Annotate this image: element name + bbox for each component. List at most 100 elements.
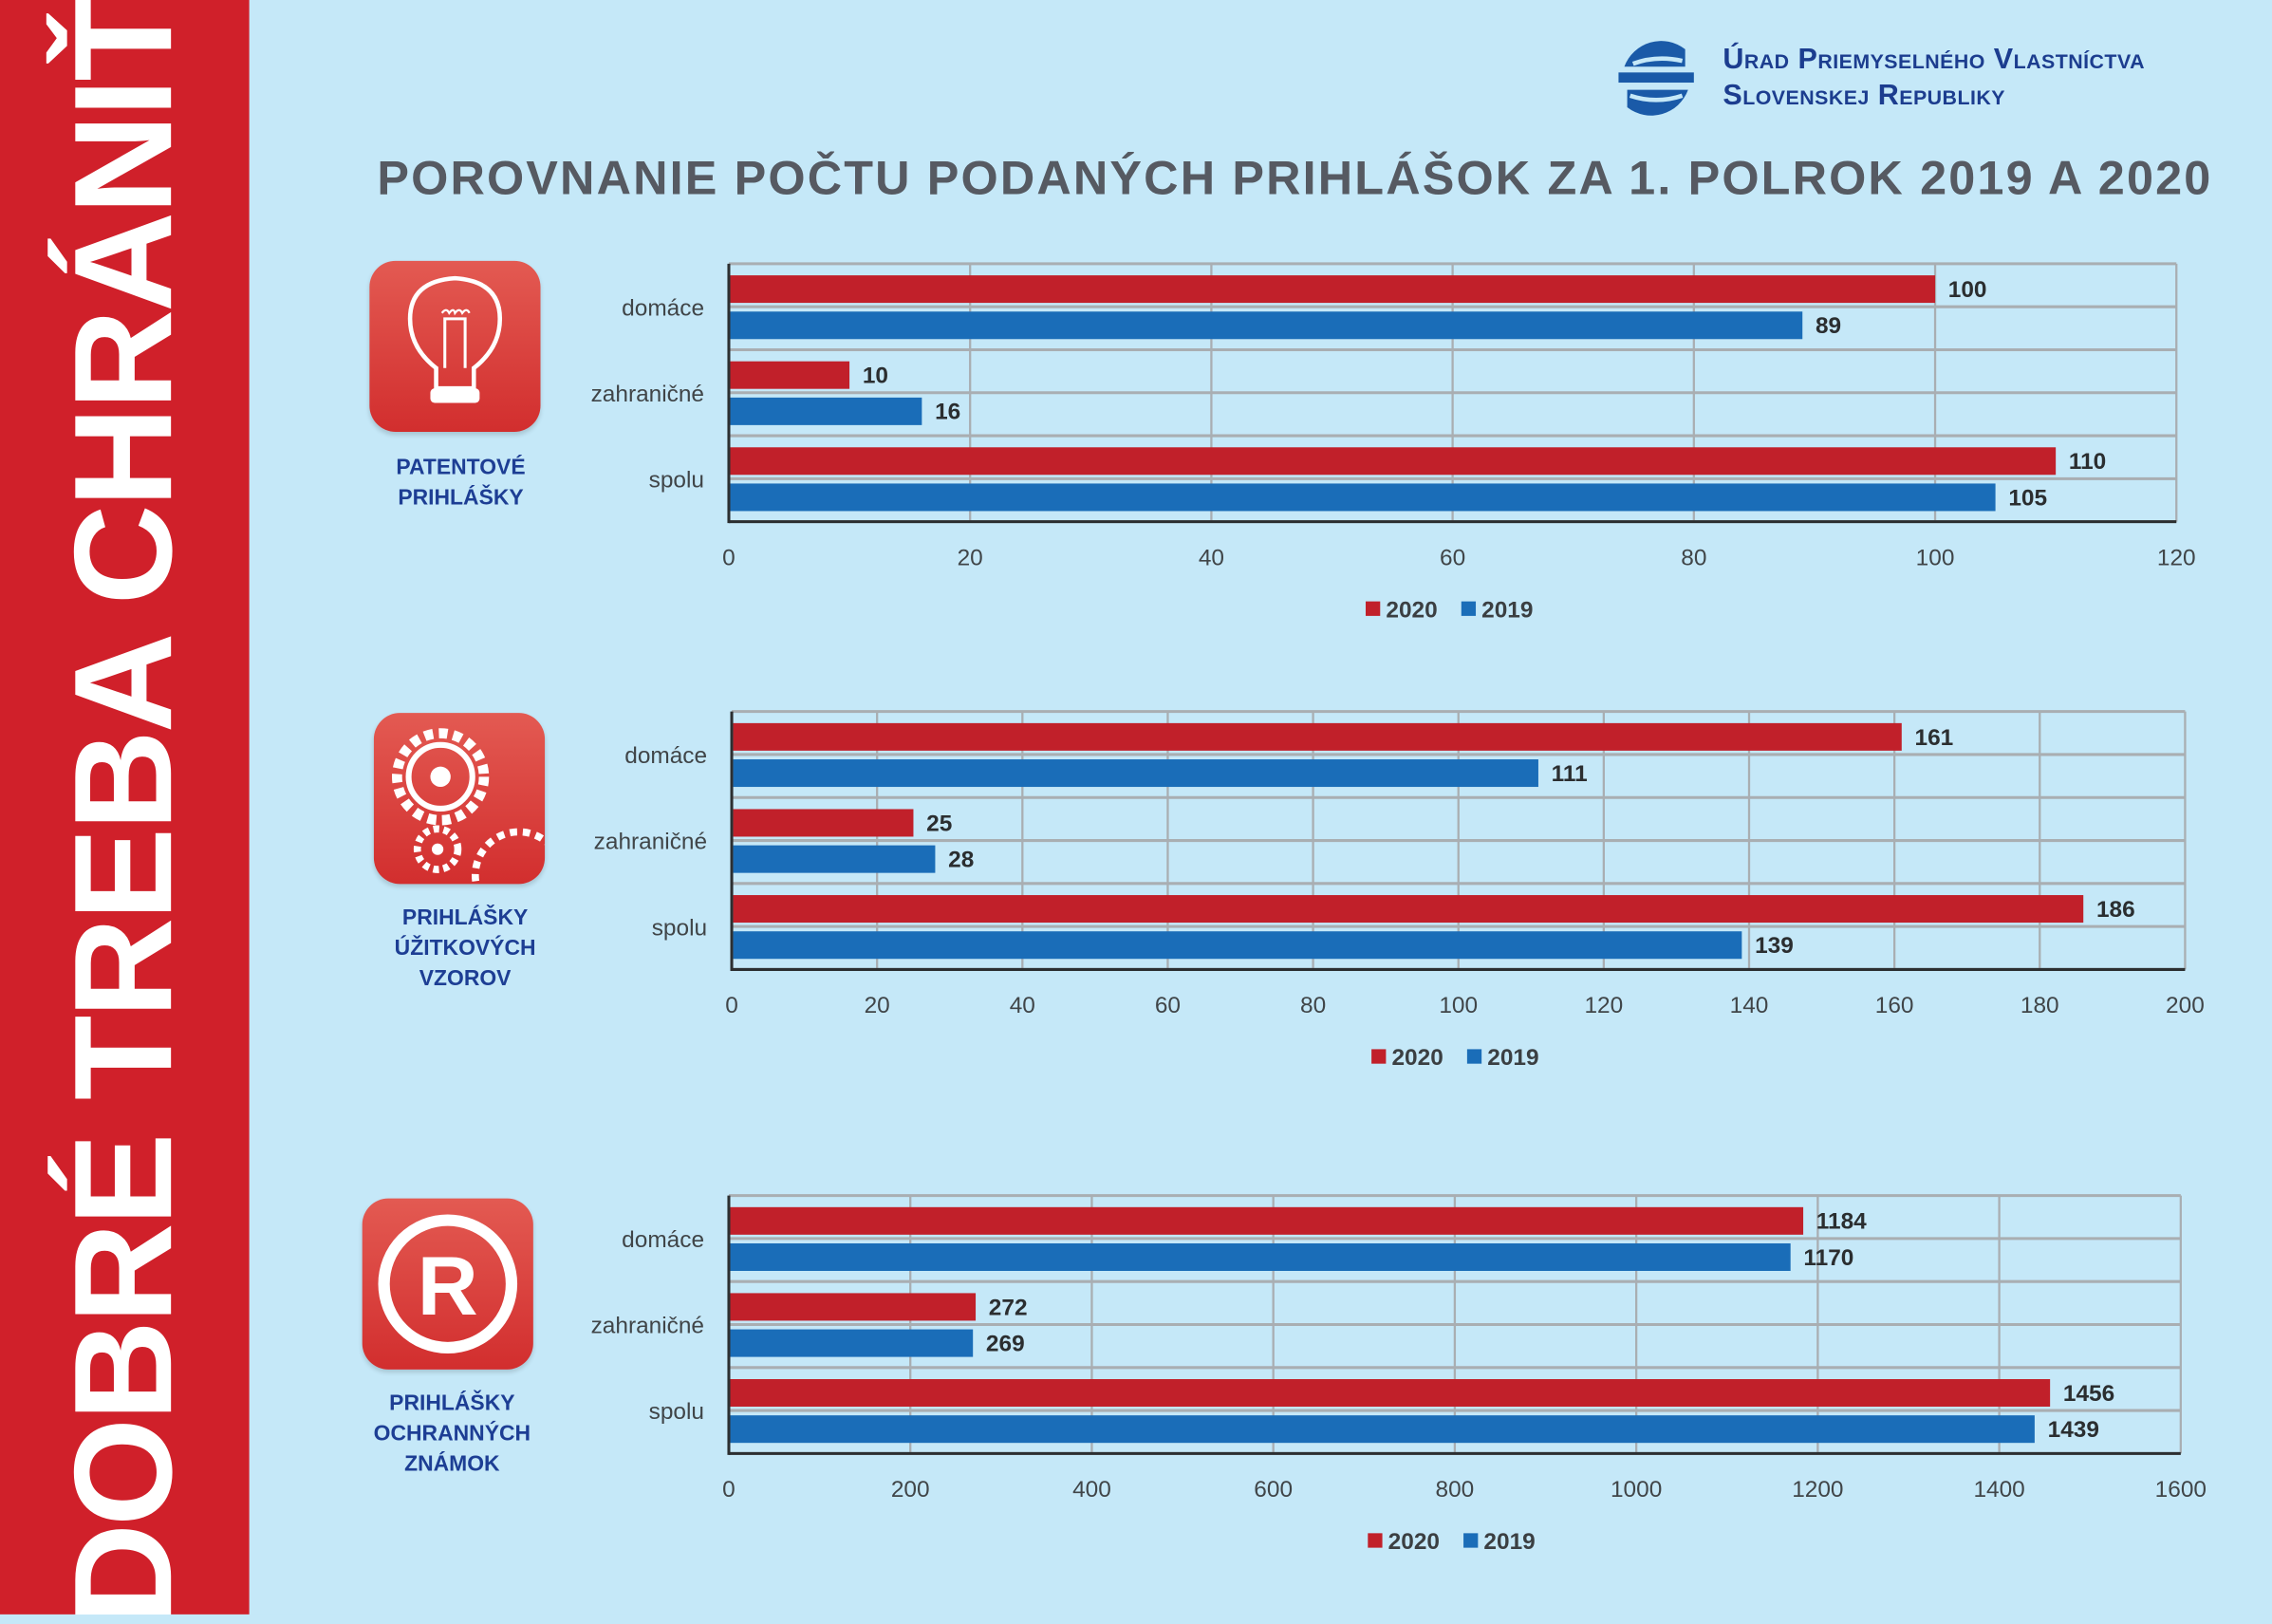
caption-line: ZNÁMOK [404,1451,500,1477]
bar-2019 [733,759,1538,788]
section-caption-utility-models: PRIHLÁŠKY ÚŽITKOVÝCH VZOROV [349,903,581,994]
x-tick-label: 400 [1072,1477,1111,1503]
legend-swatch-2019 [1461,601,1477,616]
data-label: 269 [986,1331,1025,1356]
svg-text:R: R [418,1239,478,1333]
bar-2019 [730,311,1803,340]
category-label: domáce [622,295,704,321]
bar-2020 [730,361,850,389]
data-label: 186 [2096,897,2135,923]
x-tick-label: 0 [722,1477,736,1503]
category-label: zahraničné [591,1314,704,1339]
data-label: 89 [1816,313,1841,339]
data-label: 16 [935,400,960,425]
x-tick-label: 40 [1010,993,1035,1018]
data-label: 272 [989,1295,1028,1320]
x-tick-label: 0 [722,545,736,570]
x-tick-label: 140 [1730,993,1769,1018]
legend-label: 2019 [1487,1045,1538,1071]
x-tick-label: 120 [1584,993,1623,1018]
bar-2019 [733,931,1742,960]
logo: Úrad Priemyselného Vlastníctva Slovenske… [1612,35,2145,122]
data-label: 10 [863,364,888,389]
category-label: domáce [624,743,707,769]
bar-2020 [733,722,1902,751]
x-tick-label: 600 [1254,1477,1293,1503]
bar-2019 [730,397,922,425]
x-tick-label: 120 [2157,545,2196,570]
bar-2019 [733,845,936,873]
legend-swatch-2020 [1371,1049,1387,1064]
x-tick-label: 20 [958,545,983,570]
x-tick-label: 100 [1916,545,1955,570]
chart-trademarks: 0 200 400 600 800 1000 1200 1400 1600 domáce 1184 1… [591,1194,2207,1555]
data-label: 28 [948,848,974,873]
registered-trademark-icon: R [362,1198,533,1370]
x-tick-label: 1600 [2155,1477,2207,1503]
legend-label: 2019 [1483,1529,1535,1555]
chart-utility-models: 0 20 40 60 80 100 120 140 160 180 200 domáce 161 111 z… [594,710,2205,1071]
bar-2020 [733,809,914,837]
category-label: zahraničné [594,830,707,855]
bar-2019 [730,1415,2035,1444]
legend-label: 2020 [1386,597,1437,623]
bar-2019 [730,483,1996,512]
data-label: 161 [1915,725,1954,751]
x-tick-label: 60 [1440,545,1465,570]
caption-line: PRIHLÁŠKY [401,905,529,931]
legend-label: 2019 [1481,597,1533,623]
legend-swatch-2020 [1368,1533,1383,1548]
x-tick-label: 160 [1875,993,1914,1018]
x-tick-label: 0 [725,993,738,1018]
x-tick-label: 80 [1300,993,1326,1018]
data-label: 25 [926,811,952,836]
data-label: 105 [2008,485,2047,511]
lightbulb-icon [369,260,541,432]
section-caption-trademarks: PRIHLÁŠKY OCHRANNÝCH ZNÁMOK [336,1389,568,1480]
data-label: 111 [1552,761,1588,787]
caption-line: PATENTOVÉ [396,455,526,480]
legend-label: 2020 [1391,1045,1443,1071]
bar-2020 [730,1206,1804,1235]
logo-line-2: Slovenskej Republiky [1723,79,2005,112]
x-tick-label: 200 [891,1477,930,1503]
category-label: spolu [649,1399,704,1425]
legend-label: 2020 [1388,1529,1440,1555]
x-tick-label: 200 [2166,993,2205,1018]
bar-2020 [730,447,2057,476]
data-label: 100 [1948,277,1987,303]
x-tick-label: 80 [1681,545,1706,570]
caption-line: VZOROV [419,966,512,992]
slogan: DOBRÉ TREBA CHRÁNIŤ! [46,0,202,1624]
category-label: zahraničné [591,382,704,407]
bar-2020 [730,275,1936,304]
data-label: 1170 [1803,1245,1853,1271]
data-label: 110 [2069,449,2106,475]
logo-line-1: Úrad Priemyselného Vlastníctva [1723,43,2145,76]
bar-2019 [730,1329,974,1357]
category-label: spolu [652,915,707,941]
x-tick-label: 40 [1199,545,1224,570]
x-tick-label: 100 [1439,993,1478,1018]
page-title: POROVNANIE POČTU PODANÝCH PRIHLÁŠOK ZA 1… [377,150,2213,205]
caption-line: OCHRANNÝCH [373,1421,531,1447]
caption-line: ÚŽITKOVÝCH [394,936,536,961]
x-tick-label: 20 [865,993,890,1018]
category-label: domáce [622,1227,704,1253]
legend-swatch-2019 [1466,1049,1482,1064]
caption-line: PRIHLÁŠKY [398,485,524,511]
legend-swatch-2019 [1463,1533,1479,1548]
data-label: 1184 [1816,1209,1867,1235]
bar-2020 [730,1379,2051,1408]
data-label: 139 [1755,933,1794,959]
data-label: 1439 [2048,1417,2099,1443]
bar-2019 [730,1242,1791,1272]
gears-icon [373,713,567,923]
bar-2020 [733,895,2084,924]
x-tick-label: 1200 [1792,1477,1843,1503]
legend-swatch-2020 [1366,601,1381,616]
chart-patents: 0 20 40 60 80 100 120 domáce 100 89 zahraničné 10 16… [591,262,2196,623]
x-tick-label: 60 [1155,993,1181,1018]
caption-line: PRIHLÁŠKY [389,1391,515,1416]
